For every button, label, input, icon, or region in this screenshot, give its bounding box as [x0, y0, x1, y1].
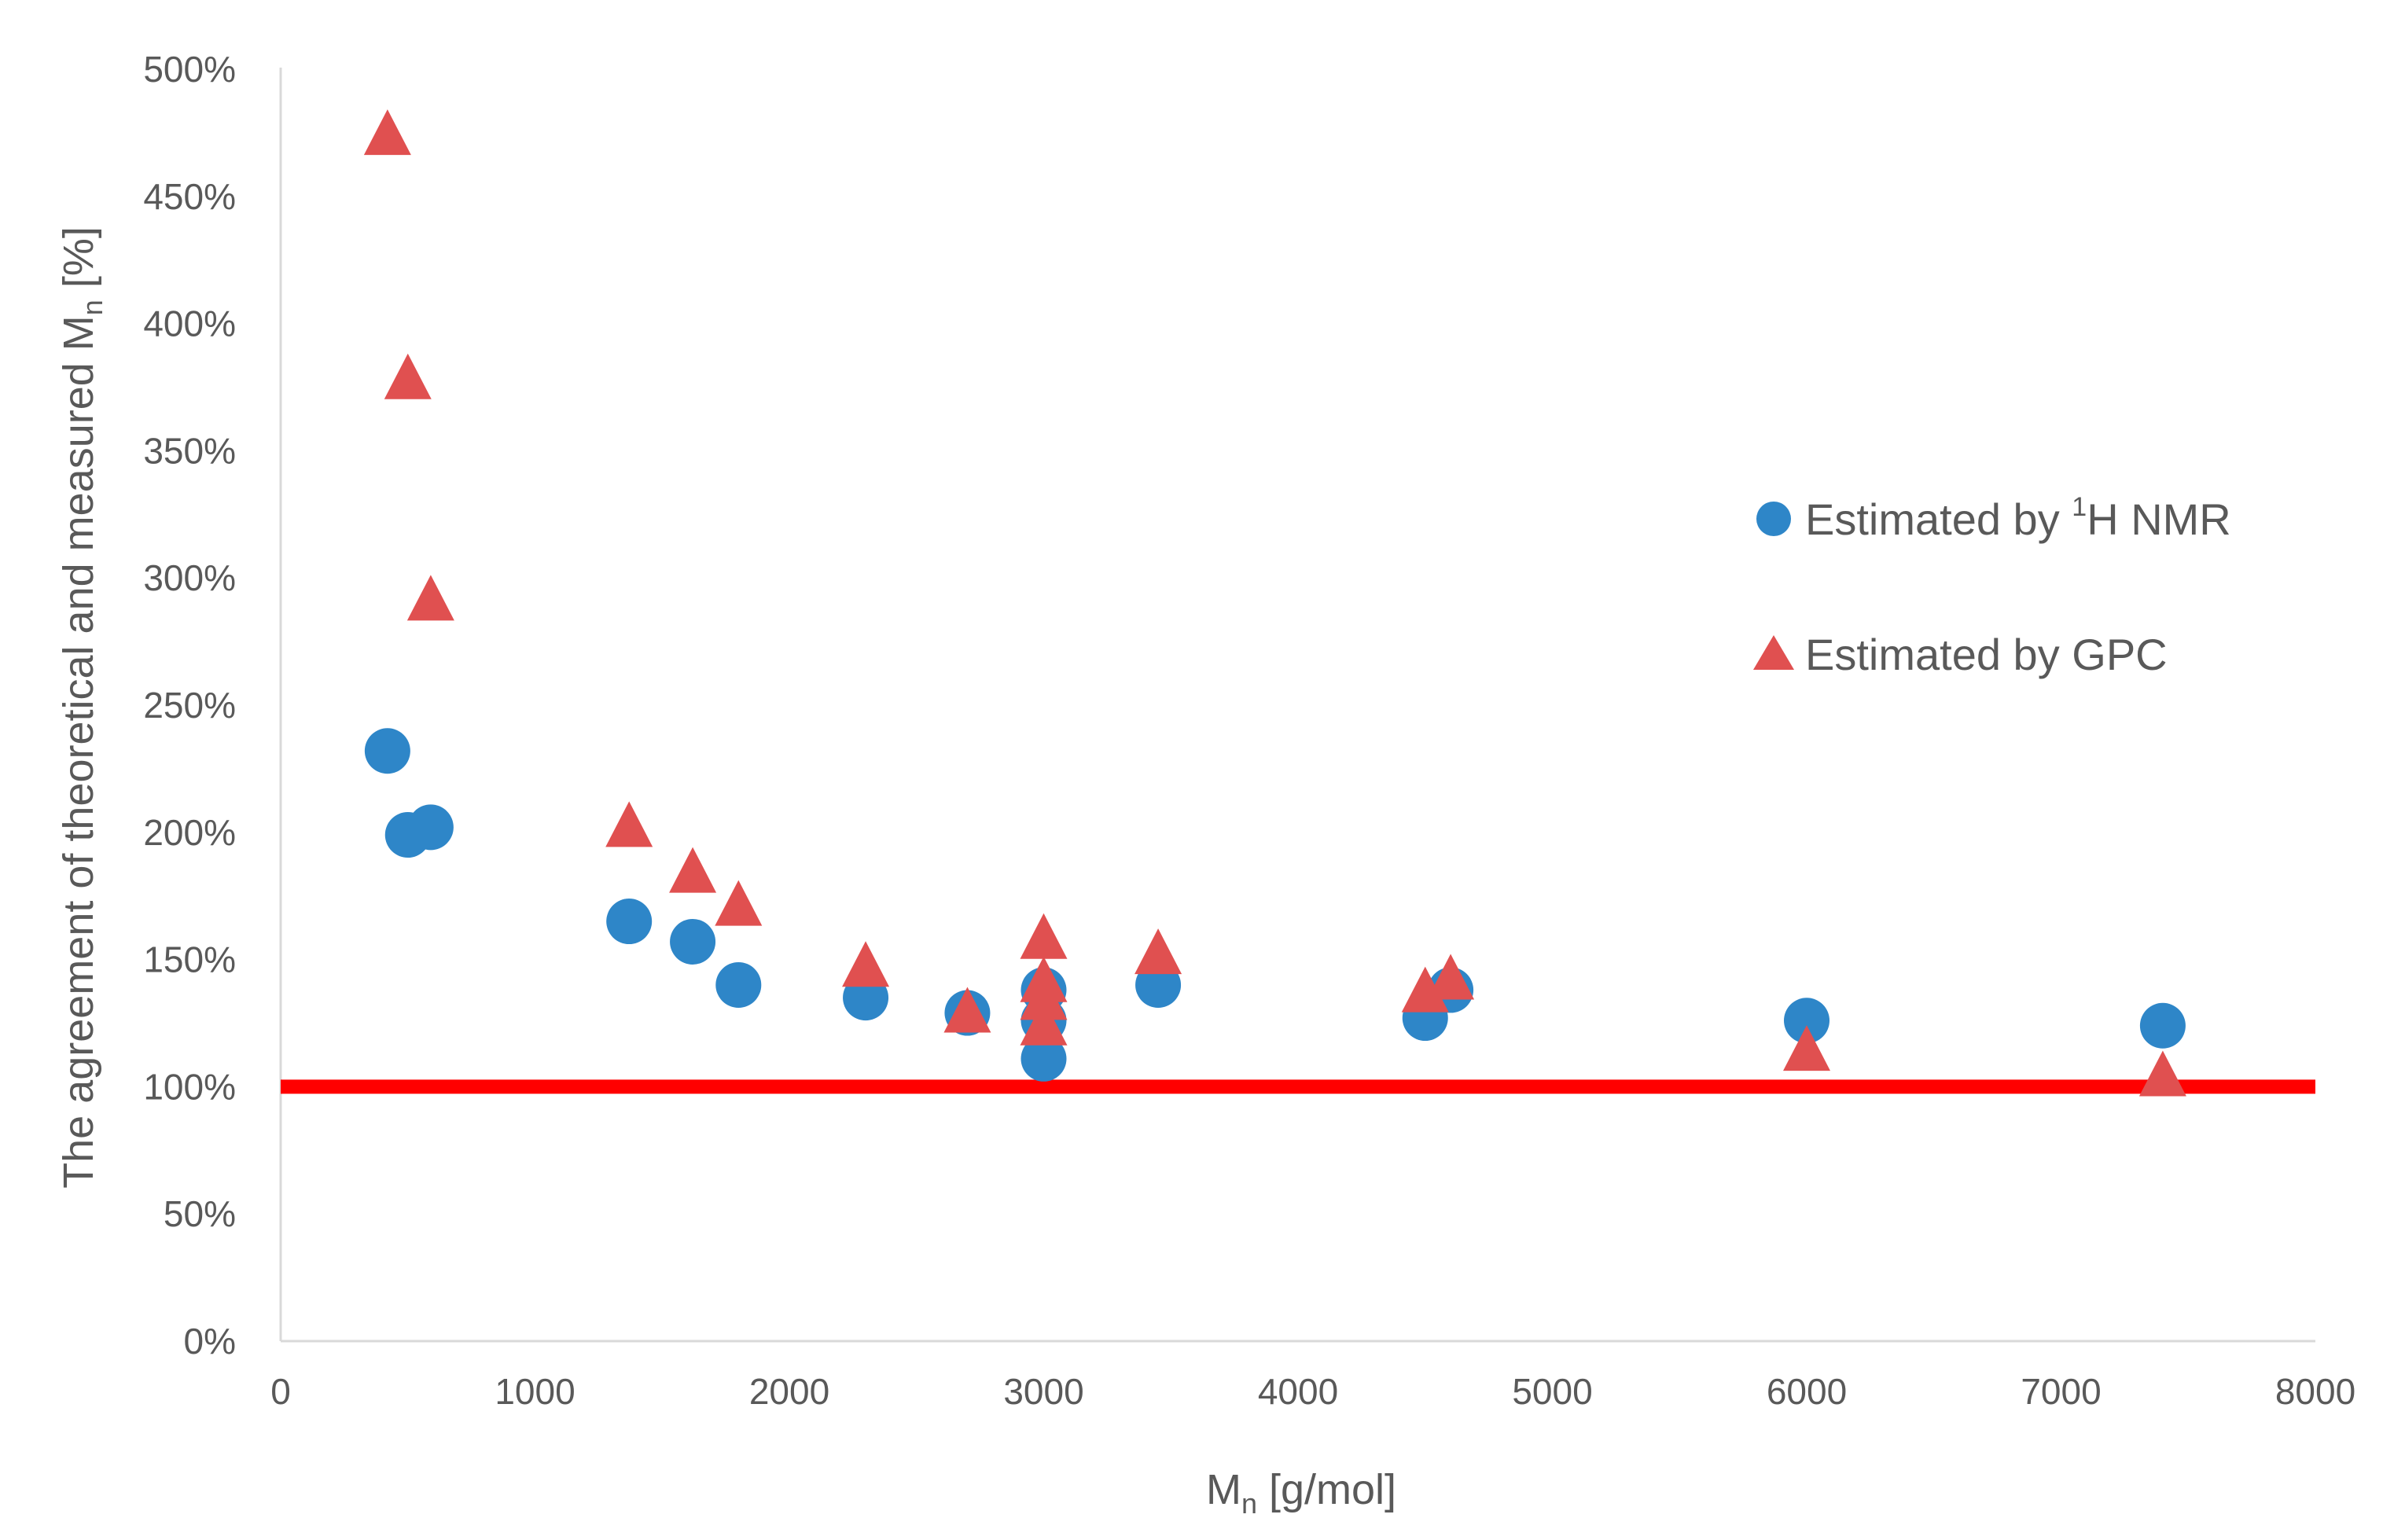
x-axis-title: Mn [g/mol]: [1206, 1466, 1396, 1520]
x-tick-label: 2000: [749, 1371, 829, 1412]
y-tick-label: 300%: [143, 557, 236, 598]
gpc-point: [605, 801, 653, 847]
gpc-point: [384, 353, 432, 399]
y-tick-label: 450%: [143, 176, 236, 217]
legend-label-nmr: Estimated by 1H NMR: [1805, 492, 2231, 544]
y-tick-label: 500%: [143, 49, 236, 90]
x-tick-label: 1000: [495, 1371, 575, 1412]
x-tick-label: 5000: [1512, 1371, 1592, 1412]
y-tick-label: 400%: [143, 303, 236, 344]
gpc-point: [1134, 928, 1182, 975]
gpc-point: [1427, 954, 1475, 1000]
gpc-point: [943, 987, 991, 1033]
x-axis-title-rest: [g/mol]: [1257, 1466, 1396, 1513]
legend-marker-circle: [1756, 502, 1791, 536]
nmr-point: [407, 804, 454, 851]
gpc-point: [363, 109, 411, 156]
y-tick-label: 250%: [143, 685, 236, 726]
x-tick-label: 4000: [1258, 1371, 1338, 1412]
x-tick-label: 3000: [1003, 1371, 1083, 1412]
y-tick-label: 200%: [143, 812, 236, 853]
nmr-point: [606, 899, 653, 945]
legend-label-gpc-text: Estimated by GPC: [1805, 630, 2168, 679]
x-axis-title-main: M: [1206, 1466, 1241, 1513]
gpc-point: [1020, 999, 1068, 1046]
gpc-point: [1401, 966, 1449, 1013]
gpc-point: [715, 880, 763, 926]
data-marks: [363, 109, 2186, 1097]
nmr-point: [1784, 998, 1829, 1044]
x-tick-label: 6000: [1767, 1371, 1847, 1412]
x-tick-label: 7000: [2021, 1371, 2101, 1412]
gpc-point: [1020, 974, 1068, 1020]
y-tick-label: 100%: [143, 1066, 236, 1107]
nmr-point: [1020, 1035, 1067, 1082]
legend-label-nmr-superscript: 1: [2072, 492, 2087, 522]
y-tick-label: 350%: [143, 430, 236, 471]
nmr-point: [2139, 1002, 2186, 1049]
y-axis-title-rest: [%]: [55, 226, 102, 300]
legend-label-nmr-post: H NMR: [2087, 494, 2231, 544]
x-axis-title-subscript: n: [1241, 1487, 1257, 1520]
y-axis-title: The agreement of theoretical and measure…: [55, 226, 108, 1189]
x-tick-label: 0: [270, 1371, 291, 1412]
y-tick-label: 0%: [184, 1321, 236, 1362]
legend-label-gpc: Estimated by GPC: [1805, 630, 2168, 679]
gpc-point: [2138, 1050, 2186, 1097]
nmr-point: [670, 918, 716, 965]
legend: Estimated by 1H NMR Estimated by GPC: [1753, 492, 2231, 679]
y-tick-label: 150%: [143, 939, 236, 980]
legend-marker-triangle: [1753, 635, 1794, 670]
legend-label-nmr-pre: Estimated by: [1805, 494, 2072, 544]
y-tick-label: 50%: [164, 1193, 236, 1234]
gpc-point: [1020, 913, 1068, 959]
gpc-point: [406, 575, 454, 621]
gpc-point: [669, 847, 717, 893]
x-tick-label: 8000: [2275, 1371, 2355, 1412]
gpc-point: [842, 941, 890, 987]
nmr-point: [715, 961, 762, 1008]
y-axis-title-subscript: n: [76, 300, 108, 315]
nmr-point: [364, 728, 410, 774]
y-axis-title-main: The agreement of theoretical and measure…: [55, 315, 102, 1189]
gpc-point: [1783, 1025, 1830, 1071]
axes: 0 1000 2000 3000 4000 5000 6000 7000 8000 0% 50% 10…: [143, 49, 2355, 1412]
